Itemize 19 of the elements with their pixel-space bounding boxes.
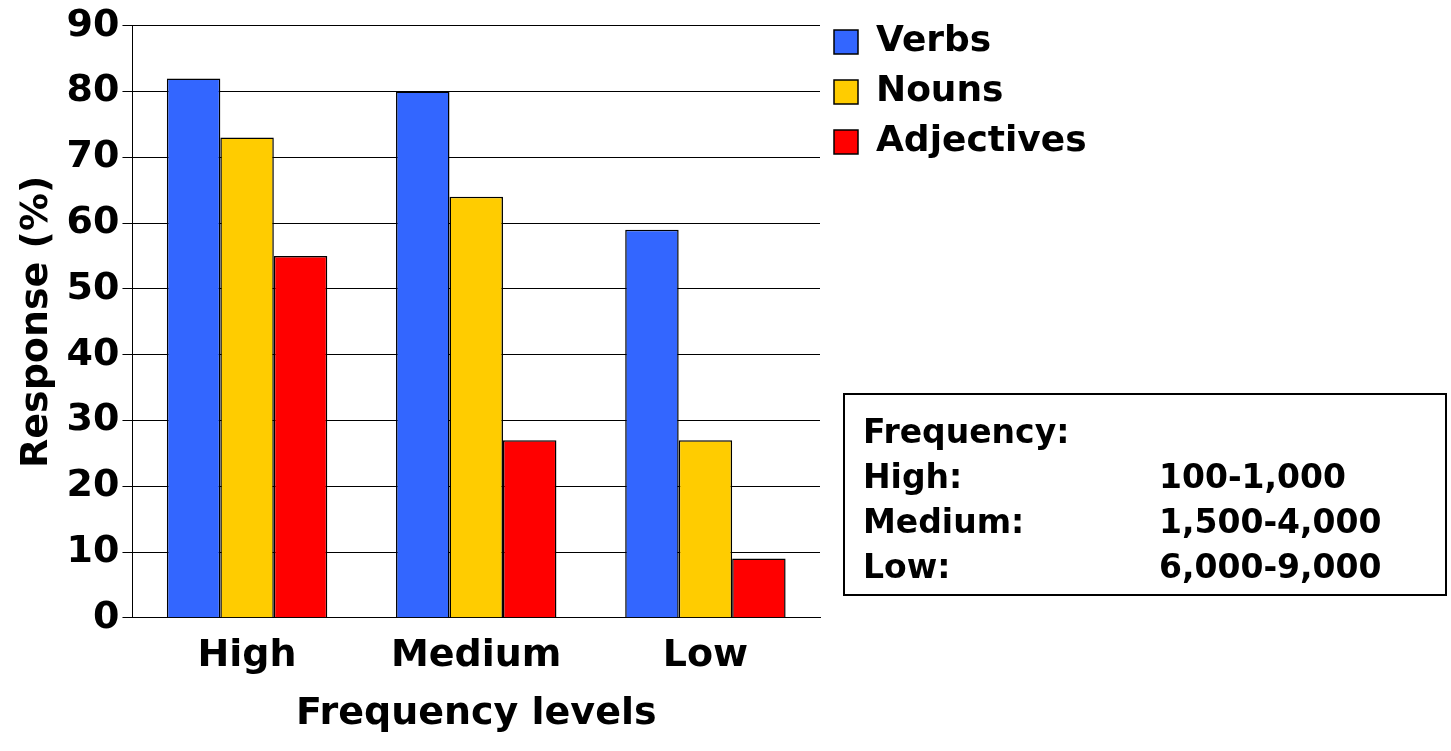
y-tick-label: 60: [66, 198, 120, 243]
x-tick-label: High: [197, 631, 297, 676]
y-tick-label: 20: [66, 461, 120, 506]
legend-label: Verbs: [876, 18, 992, 60]
y-tick-label: 10: [66, 526, 120, 571]
y-tick-label: 30: [66, 395, 120, 440]
legend-label: Adjectives: [876, 118, 1087, 160]
x-tick-label: Medium: [391, 631, 562, 676]
note-box: Frequency: High: 100-1,000 Medium: 1,500-4,000 Low: 6,000-9,000: [843, 393, 1447, 596]
y-tick-label: 50: [66, 263, 120, 308]
x-axis-title: Frequency levels: [295, 689, 657, 734]
y-tick-label: 70: [66, 132, 120, 177]
x-tick-label: Low: [662, 631, 749, 676]
y-tick-label: 90: [66, 0, 120, 45]
y-tick-label: 40: [66, 329, 120, 374]
y-axis-title: Response (%): [11, 175, 56, 469]
legend-label: Nouns: [876, 68, 1004, 110]
y-tick-label: 0: [93, 592, 120, 637]
y-tick-label: 80: [66, 66, 120, 111]
